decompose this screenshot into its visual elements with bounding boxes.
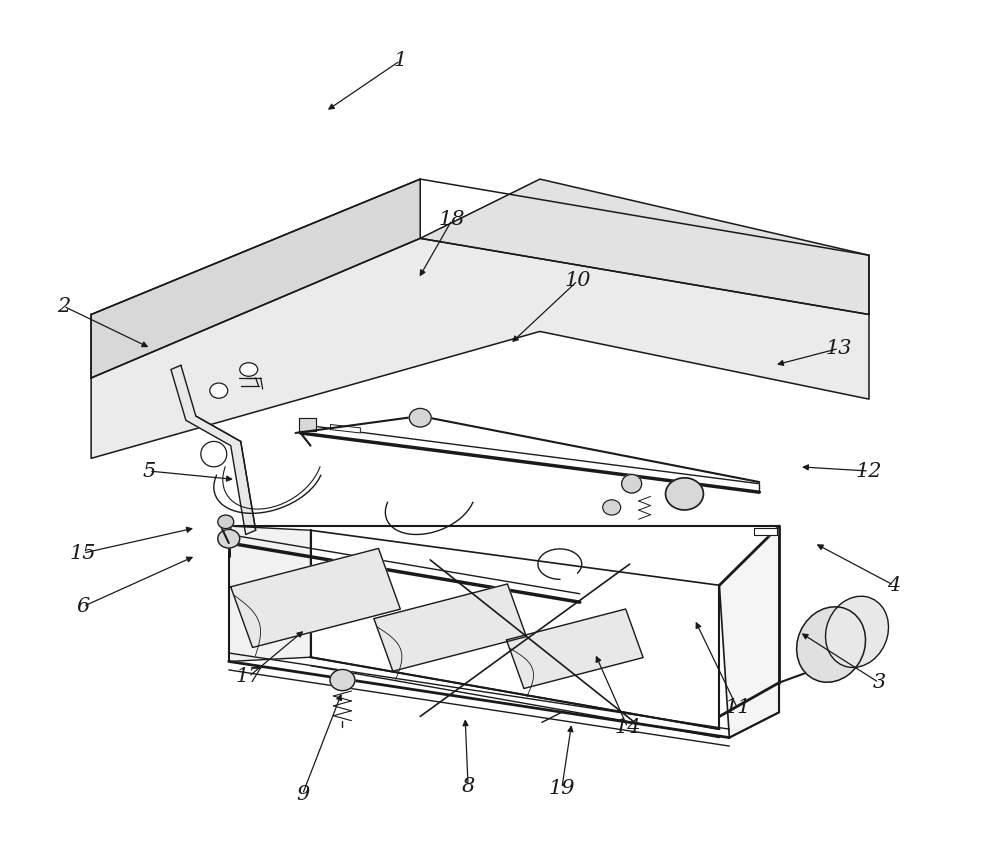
Polygon shape: [231, 548, 400, 648]
Text: 13: 13: [826, 339, 852, 357]
Polygon shape: [91, 179, 420, 378]
Polygon shape: [229, 526, 311, 661]
Text: 5: 5: [142, 462, 156, 481]
Ellipse shape: [218, 515, 234, 529]
Polygon shape: [754, 528, 777, 535]
Text: 6: 6: [77, 597, 90, 616]
Polygon shape: [171, 365, 256, 535]
Ellipse shape: [622, 475, 642, 493]
Polygon shape: [420, 179, 869, 314]
Polygon shape: [374, 584, 526, 672]
Ellipse shape: [409, 408, 431, 427]
Text: 3: 3: [872, 673, 886, 692]
Text: 18: 18: [439, 211, 465, 229]
Polygon shape: [299, 418, 316, 431]
Ellipse shape: [240, 363, 258, 376]
Text: 19: 19: [549, 779, 575, 798]
Text: 9: 9: [296, 784, 309, 804]
Text: 17: 17: [235, 667, 262, 686]
Ellipse shape: [603, 500, 621, 515]
Ellipse shape: [666, 478, 703, 510]
Polygon shape: [719, 526, 779, 738]
Ellipse shape: [210, 383, 228, 398]
Text: 2: 2: [57, 296, 70, 316]
Ellipse shape: [826, 596, 889, 667]
Ellipse shape: [218, 530, 240, 548]
Polygon shape: [506, 609, 643, 689]
Text: 12: 12: [856, 462, 882, 481]
Polygon shape: [330, 424, 360, 433]
Text: 10: 10: [565, 271, 591, 290]
Text: 8: 8: [461, 777, 475, 796]
Text: 11: 11: [724, 699, 751, 717]
Text: 1: 1: [394, 51, 407, 70]
Ellipse shape: [201, 441, 227, 467]
Text: 4: 4: [887, 576, 901, 595]
Text: 15: 15: [70, 543, 96, 563]
Ellipse shape: [797, 607, 866, 683]
Text: 14: 14: [614, 718, 641, 737]
Polygon shape: [91, 239, 869, 458]
Ellipse shape: [330, 670, 355, 690]
